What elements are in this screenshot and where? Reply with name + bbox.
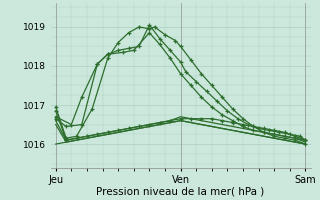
X-axis label: Pression niveau de la mer( hPa ): Pression niveau de la mer( hPa ) — [96, 187, 265, 197]
